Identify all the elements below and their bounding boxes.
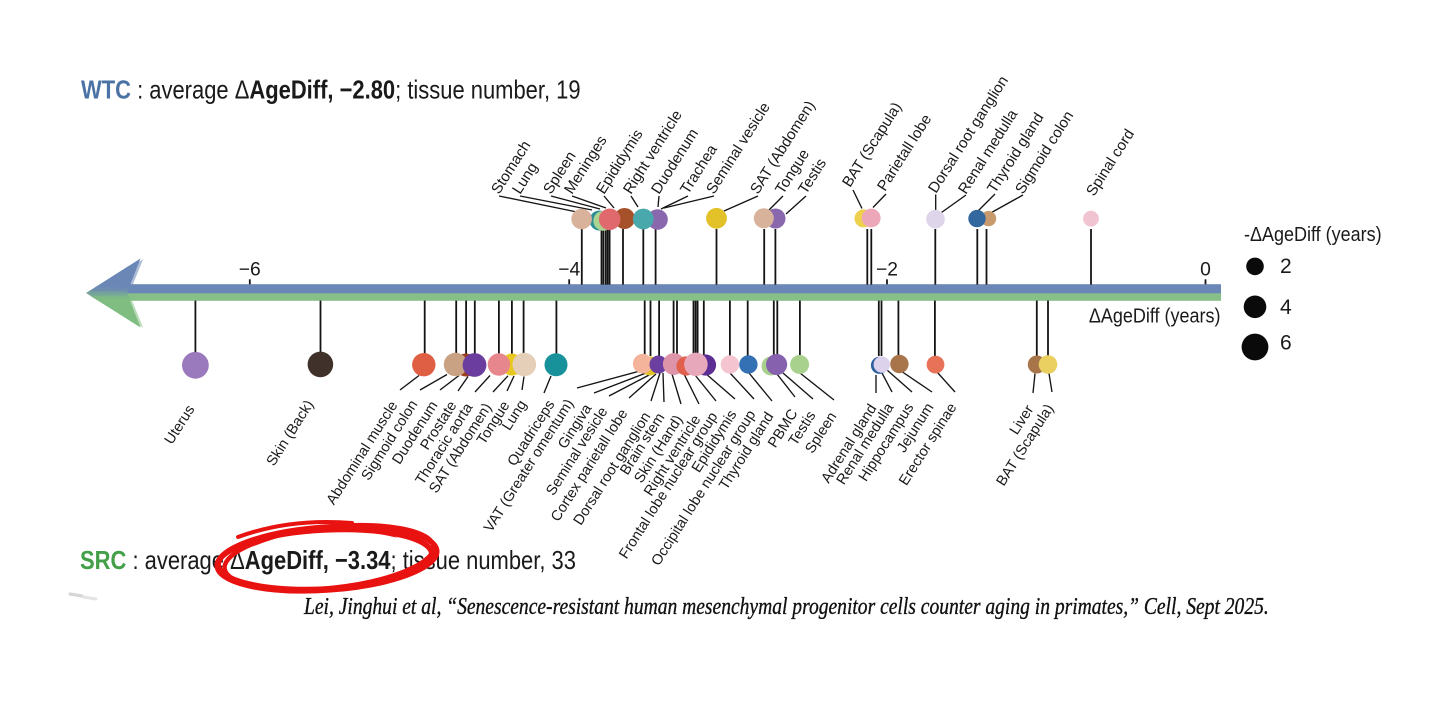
svg-text:ΔAgeDiff (years): ΔAgeDiff (years)	[1089, 306, 1221, 328]
svg-text:6: 6	[1280, 332, 1292, 355]
svg-text:Uterus: Uterus	[162, 403, 199, 448]
svg-text:Skin (Back): Skin (Back)	[264, 398, 318, 470]
svg-text:−6: −6	[239, 260, 261, 281]
svg-text:-ΔAgeDiff (years): -ΔAgeDiff (years)	[1244, 224, 1382, 246]
svg-text:0: 0	[1200, 260, 1211, 281]
svg-text:Spinal cord: Spinal cord	[1083, 126, 1138, 199]
svg-text:WTC : average ΔAgeDiff, −2.80;: WTC : average ΔAgeDiff, −2.80; tissue nu…	[81, 76, 581, 105]
svg-text:2: 2	[1280, 255, 1292, 278]
svg-text:4: 4	[1280, 296, 1292, 319]
svg-text:−4: −4	[558, 260, 580, 281]
svg-text:SRC : average ΔAgeDiff, −3.34;: SRC : average ΔAgeDiff, −3.34; tissue nu…	[80, 546, 576, 575]
svg-text:−2: −2	[876, 260, 898, 281]
svg-text:Lei, Jinghui et al, “Senescenc: Lei, Jinghui et al, “Senescence-resistan…	[303, 592, 1269, 619]
